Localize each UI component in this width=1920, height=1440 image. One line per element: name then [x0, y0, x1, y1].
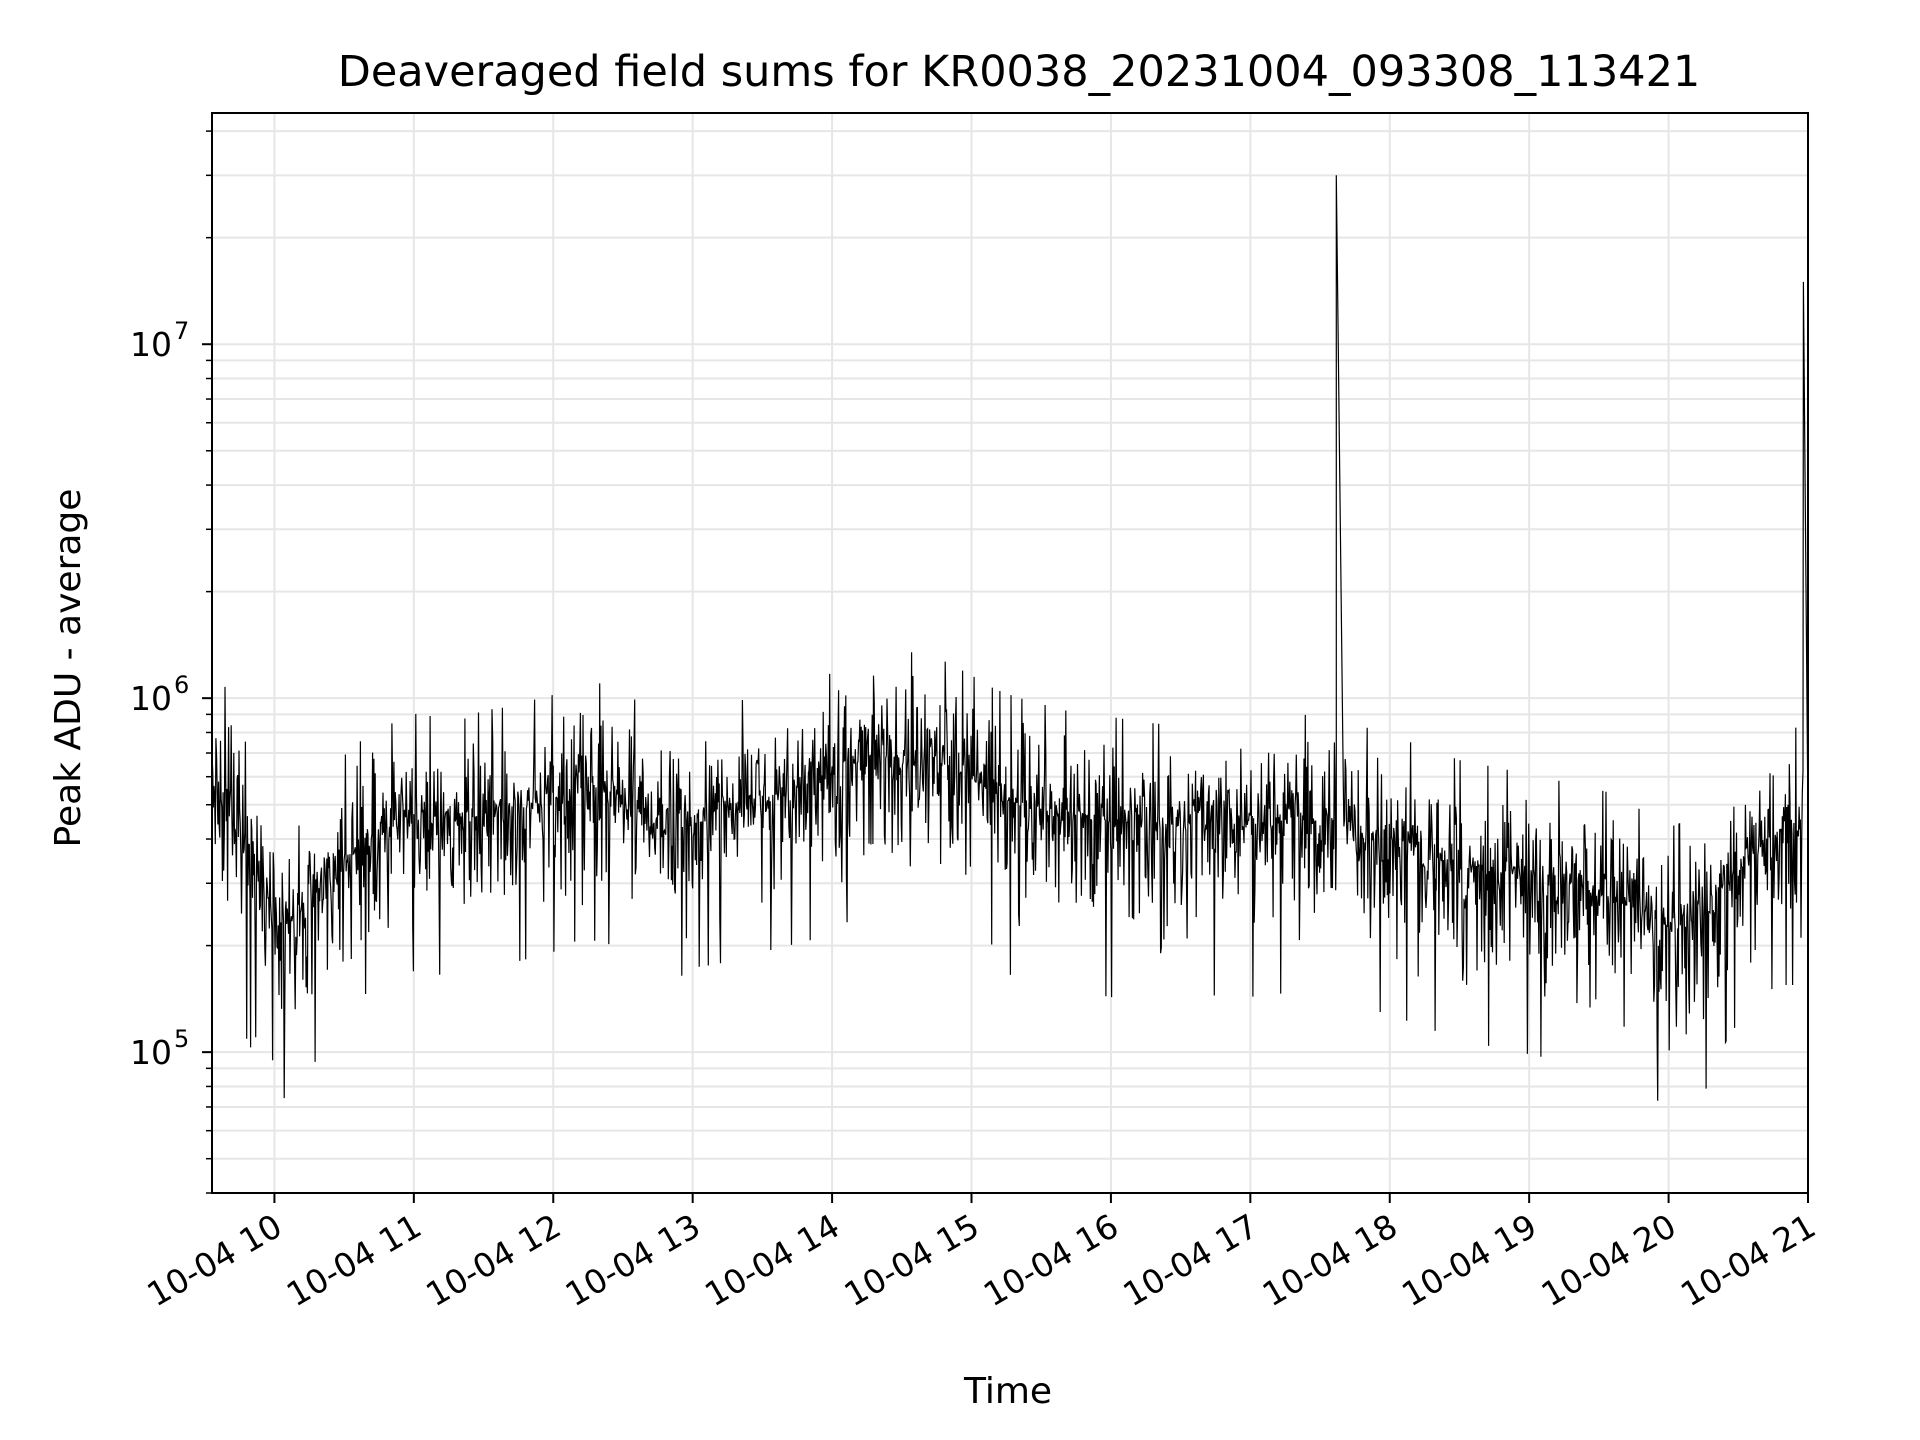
y-tick-label: 10 [130, 325, 172, 364]
chart-title: Deaveraged field sums for KR0038_2023100… [338, 47, 1701, 97]
y-axis-label: Peak ADU - average [48, 489, 89, 848]
plot-frame [211, 112, 1809, 1194]
x-axis-label: Time [963, 1371, 1052, 1412]
y-tick-exponent: 7 [174, 317, 189, 345]
y-tick-label: 10 [130, 1033, 172, 1072]
y-tick-exponent: 5 [174, 1025, 189, 1053]
y-tick-exponent: 6 [174, 671, 189, 699]
series-layer [211, 175, 1809, 1101]
grid-major [212, 113, 1809, 1193]
y-tick-label: 10 [130, 679, 172, 718]
series-line [211, 175, 1809, 1101]
